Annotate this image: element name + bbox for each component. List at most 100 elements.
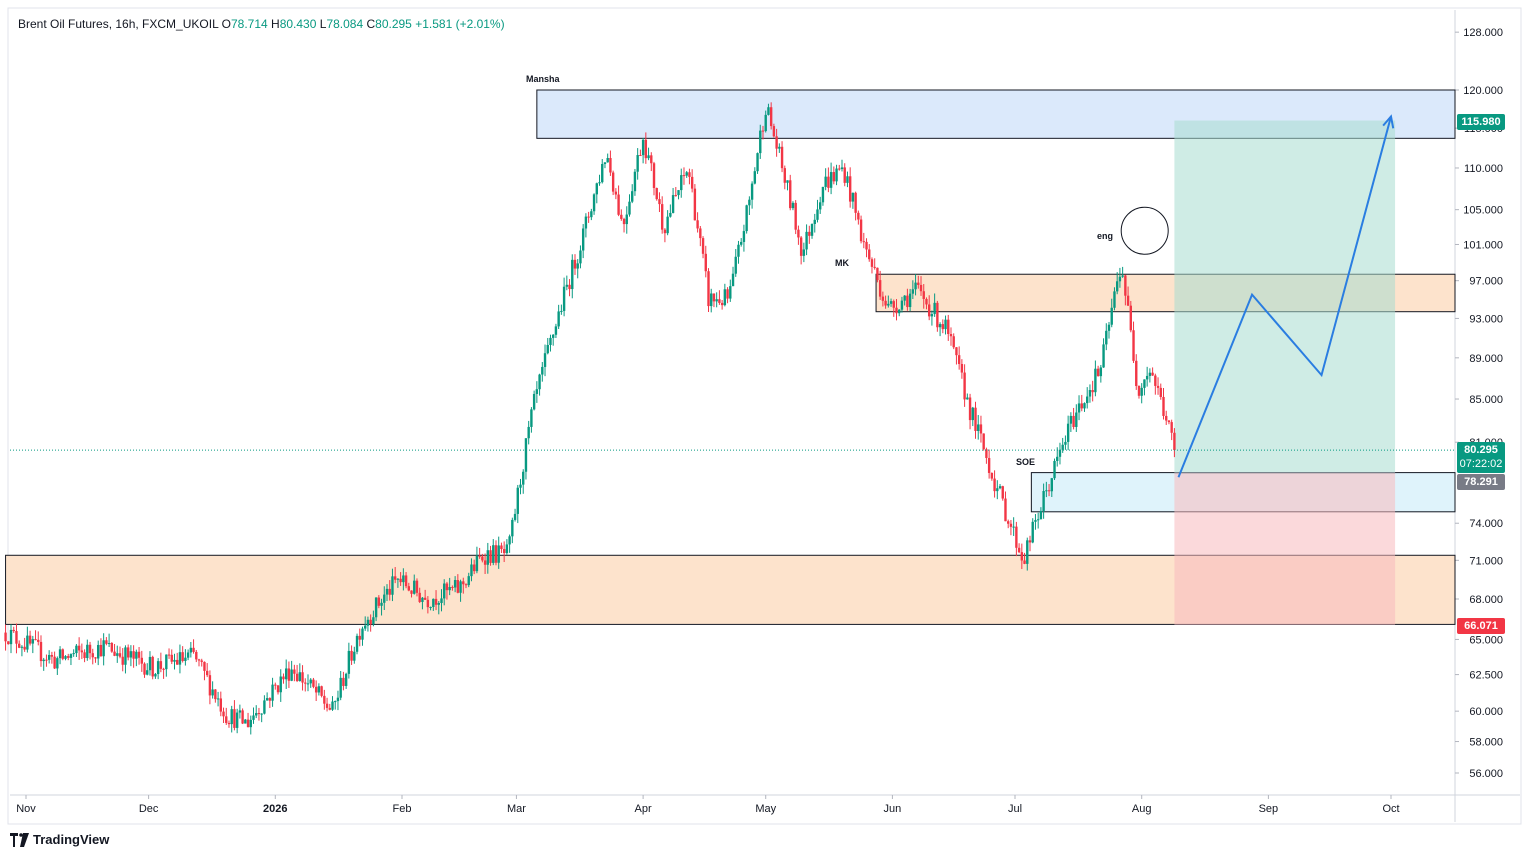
candle-body <box>26 635 29 650</box>
candle <box>756 152 759 174</box>
candle <box>1159 383 1162 400</box>
candle <box>1135 354 1138 390</box>
candle-body <box>475 555 479 572</box>
candle <box>674 186 678 197</box>
candle-body <box>339 677 342 698</box>
candle <box>421 597 424 610</box>
candle-body <box>985 449 988 458</box>
candle <box>573 254 577 275</box>
candle-body <box>639 155 642 157</box>
candle-body <box>287 668 291 681</box>
candle <box>1026 537 1029 571</box>
candle <box>301 665 304 691</box>
candle <box>620 209 623 221</box>
candle <box>255 705 258 719</box>
candle <box>1118 267 1122 288</box>
candle <box>1140 383 1143 404</box>
candle <box>282 673 285 684</box>
candle-body <box>541 366 544 375</box>
candle <box>203 661 206 681</box>
candle <box>568 279 571 297</box>
candle <box>1113 287 1116 311</box>
position-loss-zone <box>1174 472 1396 625</box>
x-tick-label: 2026 <box>263 803 287 815</box>
candle-body <box>919 284 923 292</box>
candle-body <box>895 307 898 314</box>
y-tick-label: 74.000 <box>1469 518 1503 530</box>
candle-body <box>1056 456 1059 461</box>
candle <box>257 707 261 721</box>
candle <box>516 484 519 524</box>
candle-body <box>189 647 193 653</box>
candle-body <box>1036 519 1040 521</box>
candle <box>1170 419 1173 441</box>
candle-body <box>840 167 844 170</box>
candle <box>440 589 443 612</box>
candle-body <box>472 564 476 572</box>
candle <box>1167 420 1171 425</box>
candle <box>761 125 765 140</box>
candle-body <box>4 632 7 642</box>
candle <box>413 574 416 595</box>
candle <box>748 196 751 216</box>
close-label: C <box>366 17 376 31</box>
candle-body <box>552 334 555 338</box>
candle-body <box>235 712 239 728</box>
zone-label-soe: SOE <box>1016 457 1036 467</box>
candle <box>848 167 852 208</box>
candle-body <box>75 645 78 654</box>
candle <box>712 293 716 308</box>
candle <box>107 633 111 647</box>
candle-body <box>960 363 964 373</box>
tradingview-brand[interactable]: TradingView <box>10 832 109 847</box>
candle <box>783 165 786 190</box>
candle <box>1124 274 1127 306</box>
candle <box>729 279 732 302</box>
candle-body <box>761 130 765 132</box>
candle-body <box>655 188 658 200</box>
candle <box>388 580 391 601</box>
candle-body <box>851 192 855 202</box>
candle <box>565 275 569 291</box>
candle <box>693 184 697 221</box>
candle <box>898 309 901 317</box>
candle-body <box>88 644 92 654</box>
candle <box>650 152 653 172</box>
candle <box>884 295 887 309</box>
candle-body <box>445 583 449 591</box>
candle <box>445 581 449 600</box>
candle-body <box>129 651 133 658</box>
candle-body <box>557 311 560 327</box>
candle-body <box>17 643 21 648</box>
candle <box>808 225 811 244</box>
candle-body <box>355 635 359 652</box>
candle-body <box>320 686 323 696</box>
candle <box>364 616 367 631</box>
candle-body <box>772 126 776 137</box>
candle <box>200 658 203 667</box>
candle <box>1086 387 1089 409</box>
candle-body <box>1115 281 1119 292</box>
candle-body <box>1156 385 1160 388</box>
candle <box>361 626 364 646</box>
candle <box>481 553 484 563</box>
candle <box>723 283 727 307</box>
candle <box>1066 415 1070 451</box>
candle-body <box>1151 372 1154 376</box>
candle-body <box>571 259 574 290</box>
candle-body <box>906 295 909 308</box>
candle <box>195 649 198 663</box>
candle-body <box>462 581 465 585</box>
candle <box>374 597 378 622</box>
candle-body <box>968 397 972 421</box>
candle <box>750 181 754 209</box>
candle-body <box>443 583 446 599</box>
candle-body <box>938 324 942 328</box>
candle-body <box>1042 491 1045 511</box>
candle-body <box>1143 379 1146 388</box>
candle-body <box>622 218 626 225</box>
candle <box>402 568 405 591</box>
candle-body <box>957 355 961 364</box>
x-tick-label: Mar <box>507 803 526 815</box>
